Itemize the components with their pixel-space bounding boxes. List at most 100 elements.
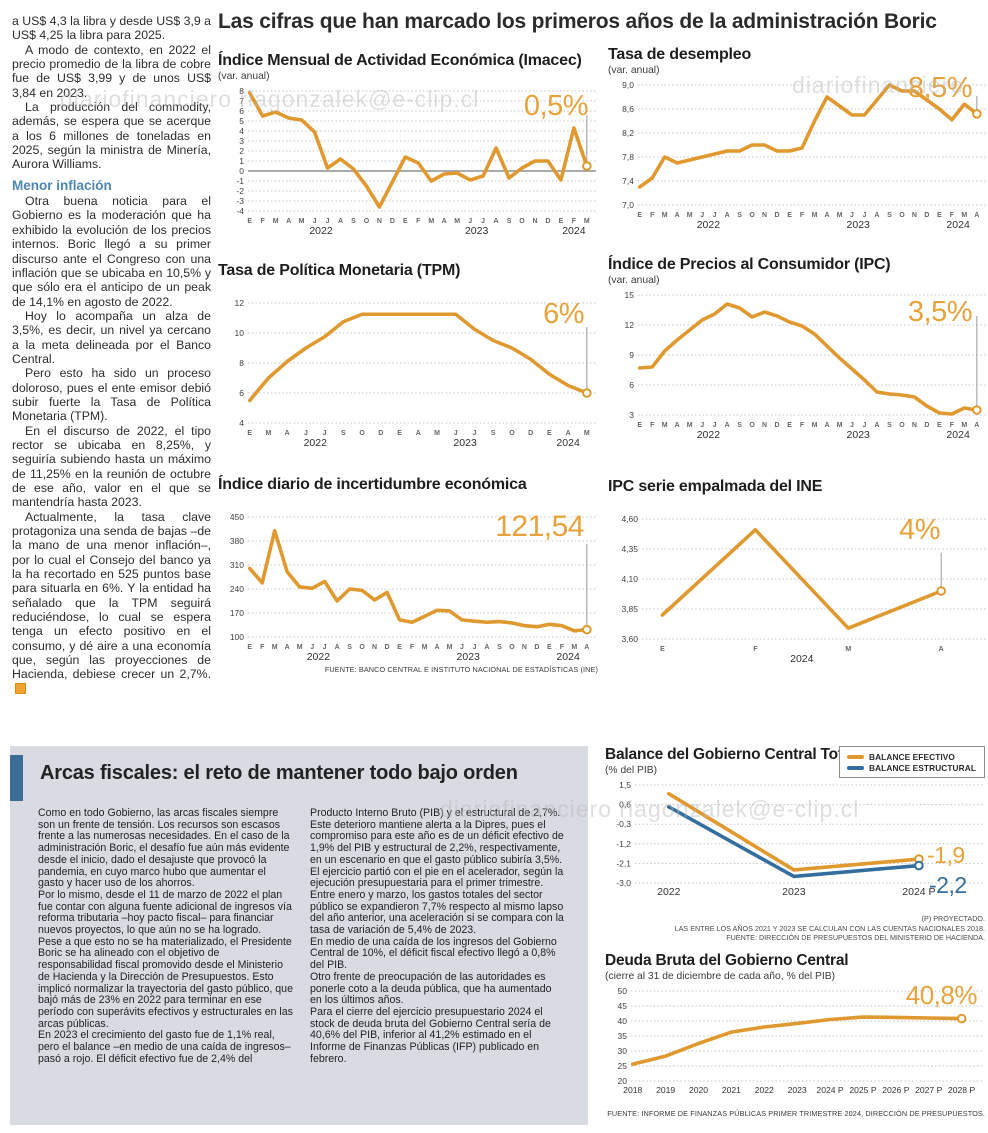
svg-text:A: A [484,644,489,651]
svg-text:M: M [297,644,303,651]
svg-text:M: M [428,218,434,225]
article-paragraph: La producción del commodity, además, se … [12,100,211,172]
fiscal-column-left: Como en todo Gobierno, las arcas fiscale… [38,807,294,1065]
latest-value-label: 40,8% [905,980,978,1010]
svg-text:2023: 2023 [453,437,477,449]
svg-text:9,0: 9,0 [622,80,634,90]
svg-text:D: D [775,212,780,219]
svg-text:A: A [824,212,829,219]
svg-text:6: 6 [239,106,244,116]
svg-text:J: J [310,644,314,651]
svg-text:2019: 2019 [656,1085,675,1095]
chart-subtitle: (var. anual) [608,275,660,286]
svg-text:2028 P: 2028 P [948,1085,976,1095]
svg-text:E: E [247,430,252,437]
source-note: FUENTE: BANCO CENTRAL E INSTITUTO NACION… [324,665,598,674]
fiscal-paragraph: Como en todo Gobierno, las arcas fiscale… [38,807,290,890]
svg-text:240: 240 [230,584,244,594]
svg-text:S: S [351,218,356,225]
svg-text:J: J [323,430,327,437]
svg-text:D: D [545,218,550,225]
article-paragraph: Pero esto ha sido un proceso doloroso, p… [12,366,211,424]
svg-text:E: E [637,422,642,429]
legend-item: BALANCE ESTRUCTURAL [847,762,976,773]
svg-text:M: M [687,212,693,219]
svg-text:3: 3 [629,410,634,420]
svg-text:E: E [397,430,402,437]
svg-text:-3: -3 [236,196,244,206]
svg-text:A: A [725,212,730,219]
note-line: LAS ENTRE LOS AÑOS 2021 Y 2023 SE CALCUL… [674,923,985,933]
svg-text:S: S [737,212,742,219]
svg-text:M: M [434,430,440,437]
svg-text:A: A [675,422,680,429]
svg-text:2027 P: 2027 P [915,1085,943,1095]
svg-text:D: D [924,422,929,429]
fiscal-paragraph: Otro frente de preocupación de las autor… [310,970,552,1007]
svg-text:A: A [566,430,571,437]
fiscal-paragraph: Producto Interno Bruto (PIB) y el estruc… [310,807,564,866]
svg-text:O: O [509,644,515,651]
svg-text:S: S [341,430,346,437]
svg-text:1,5: 1,5 [619,780,631,790]
chart-title: Índice de Precios al Consumidor (IPC) [608,256,891,273]
legend-item: BALANCE EFECTIVO [847,751,976,762]
svg-text:12: 12 [235,298,245,308]
svg-text:A: A [335,644,340,651]
svg-text:M: M [571,644,577,651]
svg-text:D: D [378,430,383,437]
svg-text:J: J [863,212,867,219]
svg-text:2022: 2022 [304,437,328,449]
svg-text:E: E [637,212,642,219]
svg-text:A: A [874,422,879,429]
legend-label: BALANCE EFECTIVO [869,751,955,762]
svg-text:S: S [347,644,352,651]
chart-legend: BALANCE EFECTIVO BALANCE ESTRUCTURAL [839,746,985,778]
svg-text:E: E [247,644,252,651]
svg-text:M: M [812,212,818,219]
chart-balance: Balance del Gobierno Central Total (% de… [605,746,985,942]
section-title: Arcas fiscales: el reto de mantener todo… [40,762,518,784]
svg-text:F: F [650,422,655,429]
svg-text:N: N [377,218,382,225]
svg-text:S: S [887,212,892,219]
svg-text:2023: 2023 [847,429,871,441]
svg-text:E: E [787,422,792,429]
chart-notes: (P) PROYECTADO. LAS ENTRE LOS AÑOS 2021 … [605,914,985,943]
svg-text:N: N [372,644,377,651]
svg-text:J: J [481,218,485,225]
svg-text:E: E [660,646,665,653]
svg-text:6: 6 [629,380,634,390]
svg-text:A: A [416,430,421,437]
latest-value-label: 6% [543,298,584,330]
svg-text:12: 12 [625,320,635,330]
svg-text:15: 15 [625,290,635,300]
svg-text:310: 310 [230,560,244,570]
svg-text:4,35: 4,35 [621,544,638,554]
svg-text:M: M [272,644,278,651]
svg-text:J: J [700,422,704,429]
svg-text:10: 10 [235,328,245,338]
svg-text:O: O [364,218,370,225]
svg-text:F: F [416,218,421,225]
svg-text:J: J [454,430,458,437]
fiscal-paragraph: Para el cierre del ejercicio presupuesta… [310,1005,551,1065]
section-accent-bar [10,755,23,801]
svg-text:A: A [725,422,730,429]
svg-text:A: A [675,212,680,219]
svg-text:N: N [522,644,527,651]
svg-text:30: 30 [618,1046,628,1056]
fiscal-section: Arcas fiscales: el reto de mantener todo… [10,746,588,1125]
chart-title: Tasa de Política Monetaria (TPM) [218,262,461,279]
latest-value-label: 4% [899,514,940,546]
svg-text:E: E [397,644,402,651]
svg-text:2023: 2023 [457,651,481,663]
source-note: FUENTE: INFORME DE FINANZAS PÚBLICAS PRI… [607,1109,985,1118]
svg-text:2024: 2024 [946,219,970,231]
svg-text:F: F [260,644,265,651]
svg-text:J: J [473,430,477,437]
svg-text:J: J [863,422,867,429]
svg-text:380: 380 [230,536,244,546]
svg-text:M: M [961,212,967,219]
svg-text:M: M [422,644,428,651]
